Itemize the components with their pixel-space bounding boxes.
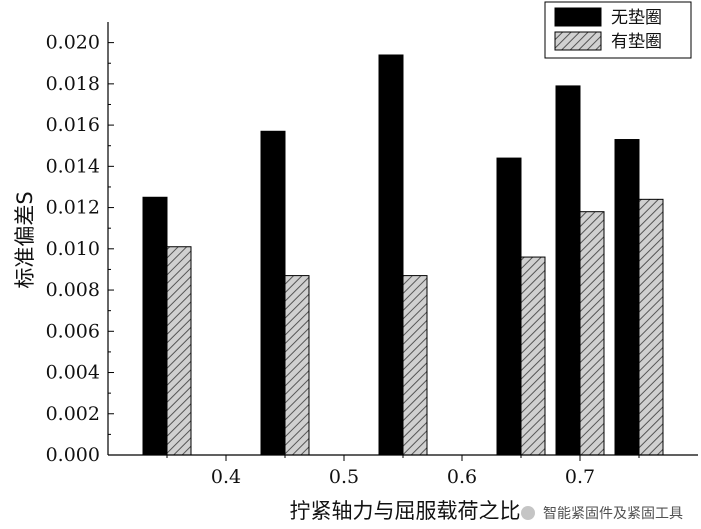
y-axis-title: 标准偏差S (13, 191, 37, 288)
bar-no-washer (142, 196, 168, 456)
bar-with-washer (638, 198, 664, 456)
wechat-icon (520, 506, 535, 520)
x-tick-label: 0.7 (565, 466, 595, 488)
bar-with-washer (520, 256, 546, 456)
bar-no-washer (614, 139, 640, 456)
y-tick-label: 0.002 (46, 403, 100, 425)
y-tick-label: 0.006 (46, 320, 100, 342)
y-tick-label: 0.004 (46, 362, 100, 384)
bar-no-washer (496, 157, 522, 456)
x-axis-title: 拧紧轴力与屈服载荷之比 (290, 499, 521, 523)
bar-no-washer (378, 54, 404, 456)
y-tick-label: 0.014 (46, 155, 100, 177)
bars-layer (142, 54, 664, 456)
y-tick-label: 0.012 (46, 197, 100, 219)
legend-label: 有垫圈 (611, 32, 662, 52)
bar-with-washer (402, 275, 428, 456)
bar-no-washer (555, 85, 581, 456)
bar-with-washer (284, 275, 310, 456)
legend-swatch (554, 31, 602, 51)
legend-swatch (554, 7, 602, 27)
x-tick-label: 0.4 (211, 466, 241, 488)
axes-layer: 0.000 0.002 0.004 0.006 0.008 0.010 0.012 0.014… (46, 22, 698, 488)
x-tick-label: 0.6 (447, 466, 477, 488)
bar-with-washer (166, 246, 192, 456)
legend-label: 无垫圈 (611, 8, 662, 28)
watermark: 智能紧固件及紧固工具 (520, 503, 683, 523)
x-tick-label: 0.5 (329, 466, 359, 488)
y-tick-label: 0.016 (46, 114, 100, 136)
y-tick-label: 0.008 (46, 279, 100, 301)
bar-with-washer (579, 211, 605, 456)
y-tick-label: 0.010 (46, 238, 100, 260)
watermark-text: 智能紧固件及紧固工具 (543, 506, 683, 522)
y-tick-label: 0.018 (46, 73, 100, 95)
y-tick-label: 0.020 (46, 32, 100, 54)
bar-no-washer (260, 130, 286, 456)
y-tick-label: 0.000 (46, 444, 100, 466)
